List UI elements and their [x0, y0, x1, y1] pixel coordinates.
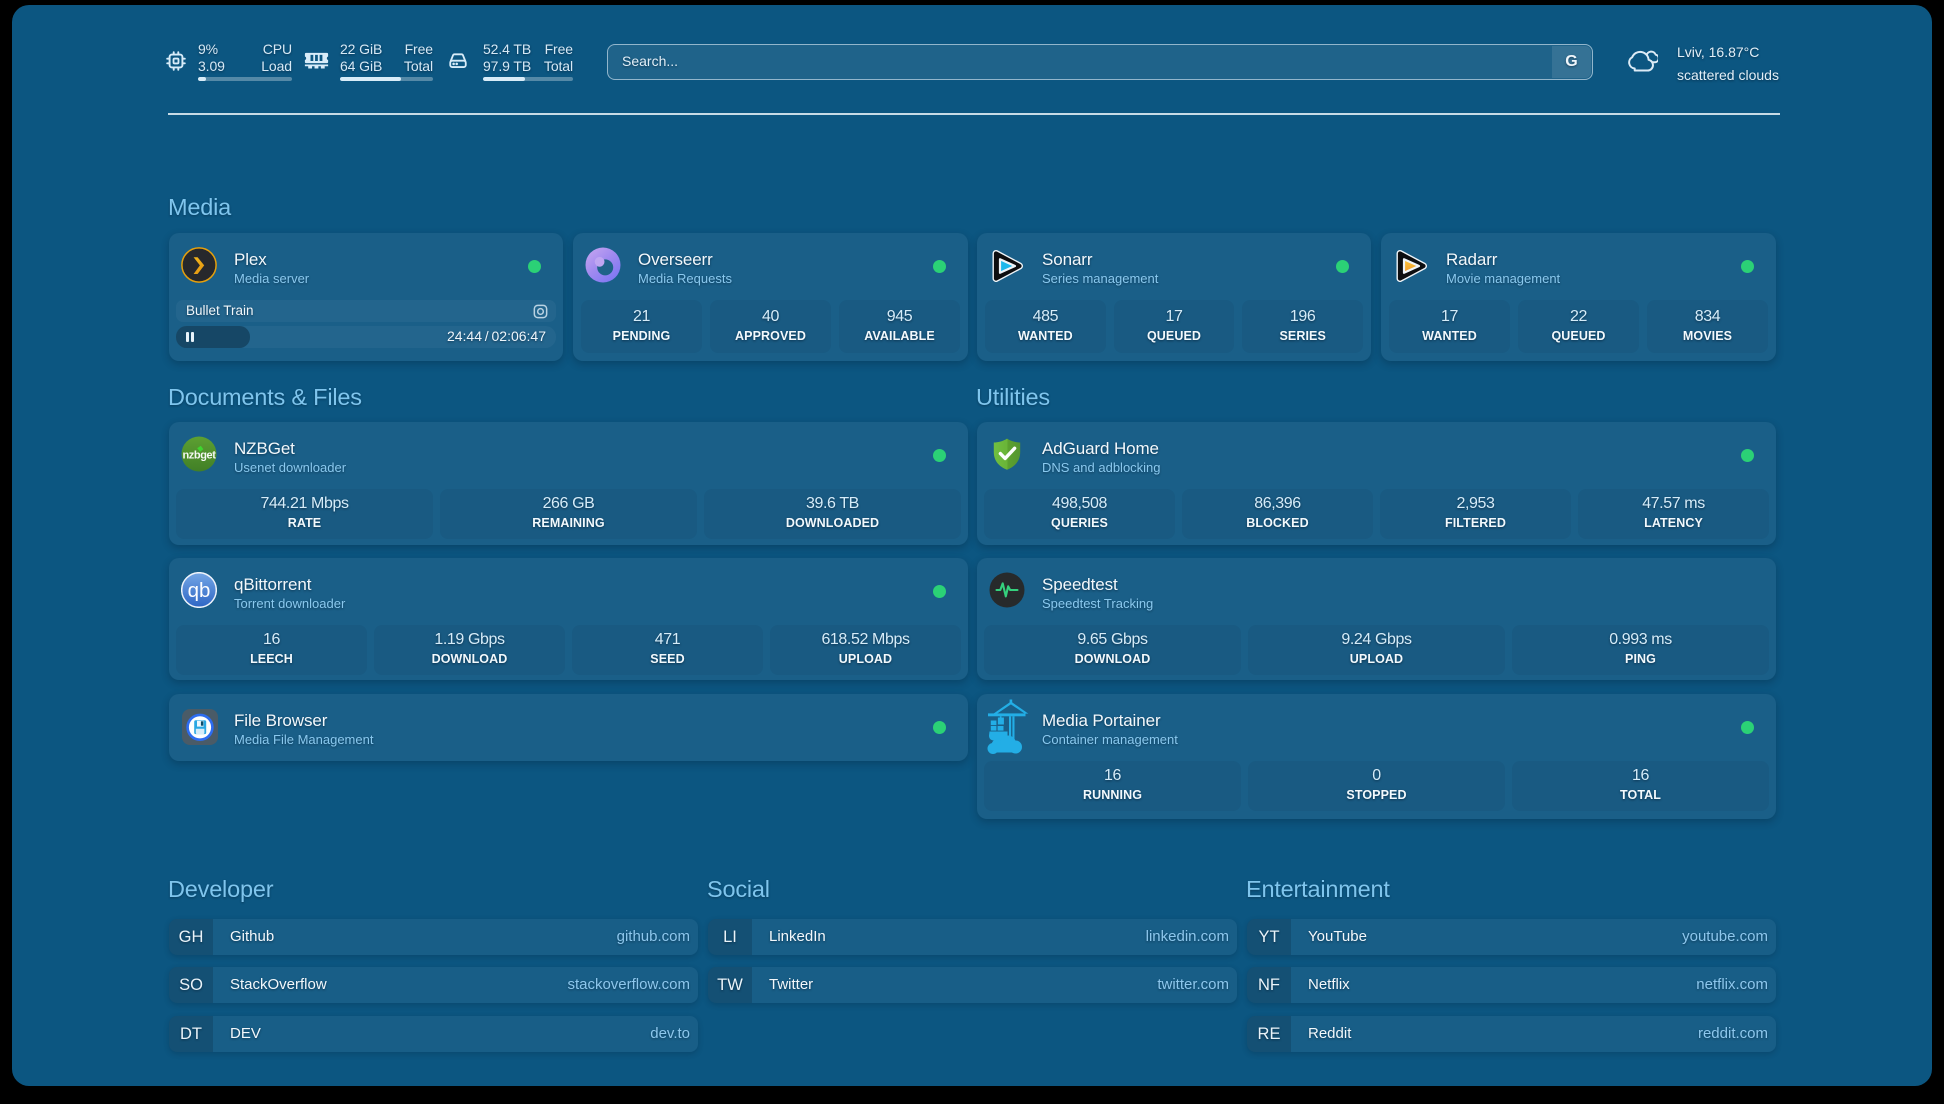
svg-text:nzbget: nzbget: [182, 450, 216, 462]
svg-text:qb: qb: [188, 579, 211, 602]
